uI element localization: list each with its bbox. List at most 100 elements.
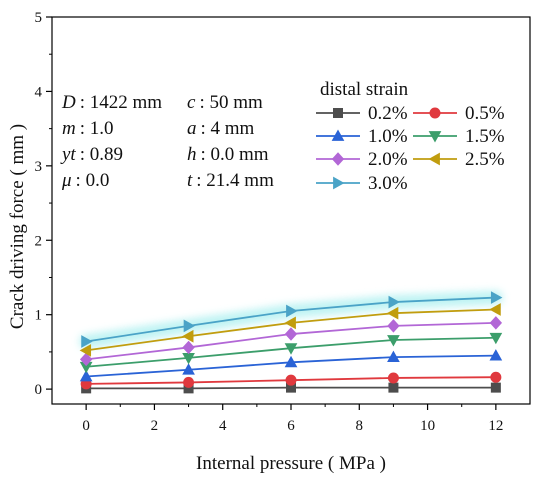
data-point [490, 371, 502, 383]
data-point [182, 363, 195, 375]
data-point [388, 382, 399, 393]
data-point [182, 340, 195, 355]
legend-item-3.0%: 3.0% [316, 173, 408, 194]
y-tick-label: 2 [35, 233, 43, 249]
y-tick-label: 0 [35, 382, 43, 398]
annotation-symbol: m [62, 118, 76, 139]
legend-marker [331, 129, 345, 141]
x-tick-label: 8 [356, 418, 364, 434]
series-layer [79, 291, 503, 394]
legend-marker [428, 131, 442, 143]
data-point [490, 291, 503, 304]
x-tick-label: 6 [287, 418, 295, 434]
series-1.0% [79, 349, 503, 382]
data-point [490, 382, 501, 393]
annotation-symbol: t [187, 170, 193, 191]
legend-label: 0.2% [368, 103, 408, 124]
legend-item-0.2%: 0.2% [316, 103, 408, 124]
legend-title: distal strain [320, 79, 409, 100]
annotation-value: : 21.4 mm [196, 170, 274, 191]
data-point [284, 355, 298, 368]
annotation-value: : 50 mm [199, 92, 263, 113]
annotation-value: : 0.89 [80, 144, 123, 165]
data-point [79, 369, 93, 382]
legend-label: 1.0% [368, 126, 408, 147]
data-point [284, 327, 298, 341]
data-point [489, 332, 503, 345]
annotation-value: : 4 mm [201, 118, 255, 139]
legend-label: 1.5% [465, 126, 505, 147]
data-point [489, 303, 501, 316]
x-tick-label: 0 [82, 418, 90, 434]
annotation-symbol: a [187, 118, 197, 139]
annotation: c: 50 mm [187, 92, 263, 113]
data-point [79, 344, 92, 357]
data-point [81, 335, 93, 348]
annotation-symbol: D [61, 92, 76, 113]
series-2.0% [79, 316, 503, 367]
annotation: μ: 0.0 [61, 170, 109, 191]
annotation: D: 1422 mm [61, 92, 162, 113]
legend-label: 0.5% [465, 103, 505, 124]
series-1.5% [79, 332, 503, 374]
annotation: h: 0.0 mm [187, 144, 269, 165]
parameter-annotations: D: 1422 mm c: 50 mm m: 1.0 a: 4 mm yt: 0.89 h… [60, 92, 274, 191]
data-point [183, 319, 196, 333]
legend-item-2.5%: 2.5% [413, 149, 505, 170]
data-point [388, 295, 400, 309]
annotation-symbol: c [187, 92, 196, 113]
legend-marker [333, 108, 343, 118]
x-axis-ticks: 0 2 4 6 8 10 12 [82, 404, 503, 434]
legend-label: 3.0% [368, 173, 408, 194]
legend: distal strain 0.2% 0.5% 1.0% 1.5% 2.0% 2.5% 3.… [316, 79, 505, 194]
annotation-symbol: μ [61, 170, 72, 191]
legend-marker [333, 176, 345, 190]
data-point [489, 316, 503, 330]
legend-item-2.0%: 2.0% [316, 149, 408, 170]
y-tick-label: 1 [35, 308, 43, 324]
x-tick-label: 4 [219, 418, 227, 434]
y-axis-ticks: 0 1 2 3 4 5 [35, 10, 52, 398]
annotation-symbol: yt [60, 144, 76, 165]
data-point [387, 372, 399, 384]
legend-marker [429, 107, 441, 119]
data-point [183, 376, 195, 388]
data-point [386, 306, 399, 320]
annotation-symbol: h [187, 144, 197, 165]
x-tick-label: 2 [151, 418, 159, 434]
data-point [286, 304, 298, 318]
y-tick-label: 5 [35, 10, 43, 26]
data-point [489, 349, 503, 361]
legend-marker [428, 152, 440, 166]
data-point [182, 329, 194, 343]
data-point [284, 316, 296, 330]
legend-item-1.0%: 1.0% [316, 126, 408, 147]
annotation-value: : 0.0 [76, 170, 110, 191]
series-3.0% [81, 291, 503, 348]
legend-label: 2.5% [465, 149, 505, 170]
annotation: m: 1.0 [62, 118, 114, 139]
series-2.5% [79, 303, 501, 357]
data-point [79, 352, 93, 367]
data-point [387, 350, 400, 363]
data-point [284, 343, 298, 355]
annotation-value: : 1.0 [80, 118, 114, 139]
legend-marker [331, 152, 345, 166]
data-point [387, 319, 400, 333]
annotation: yt: 0.89 [60, 144, 123, 165]
data-point [285, 374, 297, 386]
data-point [387, 335, 400, 347]
annotation: a: 4 mm [187, 118, 255, 139]
legend-item-1.5%: 1.5% [413, 126, 505, 147]
y-axis-label: Crack driving force ( mm ) [7, 124, 28, 329]
annotation: t: 21.4 mm [187, 170, 274, 191]
legend-item-0.5%: 0.5% [413, 103, 505, 124]
x-tick-label: 12 [488, 418, 503, 434]
x-tick-label: 10 [420, 418, 435, 434]
annotation-value: : 1422 mm [80, 92, 163, 113]
y-tick-label: 3 [35, 159, 43, 175]
y-tick-label: 4 [35, 84, 43, 100]
annotation-value: : 0.0 mm [201, 144, 269, 165]
legend-label: 2.0% [368, 149, 408, 170]
